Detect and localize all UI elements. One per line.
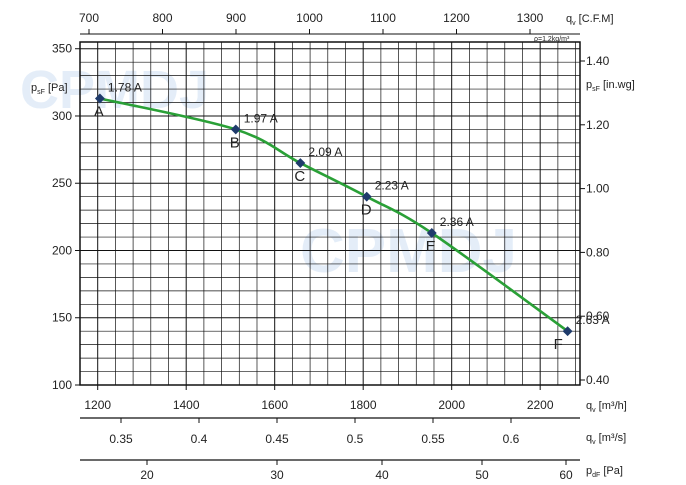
left-axis-tick-label: 300 <box>52 109 72 123</box>
left-axis-tick-label: 250 <box>52 176 72 190</box>
pdf-axis-tick-label: 40 <box>375 468 389 482</box>
point-letter-a: A <box>94 103 104 120</box>
current-label-e: 2.36 A <box>440 215 474 229</box>
top-axis-tick-label: 700 <box>79 11 99 25</box>
current-label-d: 2.23 A <box>375 179 409 193</box>
current-label-a: 1.78 A <box>108 80 142 94</box>
top-axis-tick-label: 1300 <box>517 11 544 25</box>
data-point-f <box>562 326 573 337</box>
bottom-axis-tick-label: 1200 <box>84 398 111 412</box>
watermark-text-top: CPMDJ <box>20 60 209 120</box>
m3s-axis-tick-label: 0.35 <box>109 432 133 446</box>
right-axis-tick-label: 1.20 <box>586 118 610 132</box>
plot-frame <box>79 41 581 386</box>
left-axis-tick-label: 150 <box>52 311 72 325</box>
m3s-axis-tick-label: 0.5 <box>347 432 364 446</box>
m3s-axis-tick-label: 0.4 <box>191 432 208 446</box>
right-axis-tick-label: 0.40 <box>586 373 610 387</box>
top-axis-tick-label: 900 <box>226 11 246 25</box>
left-axis-tick-label: 350 <box>52 42 72 56</box>
watermark-group: CPMDJ CPMDJ <box>20 60 517 286</box>
pdf-axis-label: pdF [Pa] <box>586 465 623 479</box>
data-point-d <box>361 191 372 202</box>
point-letter-f: F <box>554 336 563 353</box>
right-axis-tick-label: 1.00 <box>586 182 610 196</box>
current-label-f: 2.63 A <box>576 313 610 327</box>
current-label-c: 2.09 A <box>308 145 342 159</box>
grid <box>80 42 580 385</box>
top-axis-tick-label: 1000 <box>296 11 323 25</box>
density-note: ρ=1.2kg/m³ <box>534 36 570 43</box>
pdf-axis-tick-label: 30 <box>270 468 284 482</box>
data-point-c <box>295 158 306 169</box>
m3s-axis-tick-label: 0.6 <box>503 432 520 446</box>
series-group: 1.78 A A 1.97 A B 2.09 AC 2.23 AD 2.36 A E 2.63 … <box>94 80 610 353</box>
bottom-axis-tick-label: 2200 <box>527 398 554 412</box>
top-axis-tick-label: 1100 <box>370 11 396 25</box>
top-axis-label: qv [C.F.M] <box>566 13 614 27</box>
m3s-axis-label: qv [m³/s] <box>586 432 626 446</box>
data-point-a <box>94 93 105 104</box>
bottom-axis-tick-label: 2000 <box>438 398 465 412</box>
left-axis-tick-label: 100 <box>52 378 72 392</box>
bottom-axis-tick-label: 1800 <box>350 398 377 412</box>
right-axis-label: psF [in.wg] <box>586 79 635 93</box>
right-axis-tick-label: 0.60 <box>586 309 610 323</box>
left-axis-tick-label: 200 <box>52 243 72 257</box>
top-axis-tick-label: 1200 <box>443 11 470 25</box>
current-label-b: 1.97 A <box>244 111 278 125</box>
bottom-axis-tick-label: 1400 <box>173 398 200 412</box>
left-axis-label: psF [Pa] <box>31 82 68 96</box>
right-axis-tick-label: 1.40 <box>586 54 610 68</box>
watermark-text-center: CPMDJ <box>300 217 517 286</box>
point-letter-e: E <box>426 238 436 255</box>
pdf-axis-tick-label: 50 <box>475 468 489 482</box>
pdf-axis-tick-label: 60 <box>559 468 573 482</box>
data-point-e <box>426 228 437 238</box>
m3s-axis-tick-label: 0.45 <box>265 432 289 446</box>
right-axis-tick-label: 0.80 <box>586 245 610 259</box>
point-letter-c: C <box>294 168 305 185</box>
m3s-axis-tick-label: 0.55 <box>421 432 445 446</box>
point-letter-d: D <box>361 202 372 219</box>
bottom-axis-tick-label: 1600 <box>261 398 288 412</box>
point-letter-b: B <box>230 134 240 151</box>
performance-curve <box>99 97 569 333</box>
bottom-axis-label: qv [m³/h] <box>586 400 627 414</box>
top-axis-tick-label: 800 <box>152 11 172 25</box>
pdf-axis-tick-label: 20 <box>140 468 154 482</box>
